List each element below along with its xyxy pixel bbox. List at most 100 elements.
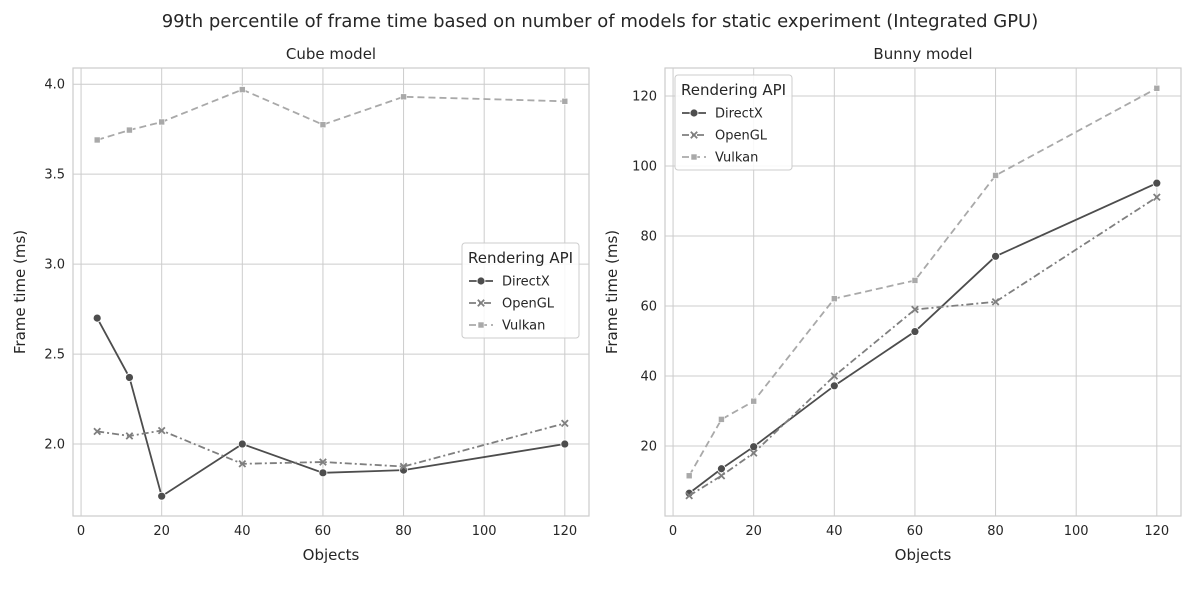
x-tick-label: 100	[472, 524, 497, 539]
data-point	[319, 458, 327, 466]
y-tick-label: 100	[632, 160, 657, 175]
series-line	[688, 196, 1158, 497]
data-point	[400, 93, 407, 101]
data-point	[685, 472, 693, 480]
data-point	[561, 97, 569, 105]
data-point	[718, 416, 725, 423]
legend-marker	[476, 276, 486, 286]
plot-1: 0 20 40 60 80 100 120 2.0 2.5 3.0 3.5 4.0 Cube model…	[11, 45, 590, 564]
data-point	[685, 491, 694, 500]
x-tick-label: 20	[153, 524, 170, 539]
data-point	[1153, 85, 1161, 92]
legend-marker	[689, 108, 699, 118]
legend-label: Vulkan	[715, 151, 758, 166]
x-tick-label: 120	[552, 524, 577, 539]
y-tick-label: 60	[640, 300, 657, 315]
x-axis-label: Objects	[895, 546, 952, 564]
y-axis-label: Frame time (ms)	[603, 230, 621, 354]
legend-marker	[477, 321, 485, 329]
x-tick-label: 120	[1144, 524, 1169, 539]
data-point	[991, 251, 1000, 261]
y-tick-label: 40	[640, 370, 657, 385]
data-point	[992, 172, 999, 179]
plot-frame	[72, 67, 590, 517]
x-axis-label: Objects	[303, 546, 360, 564]
data-point	[92, 313, 102, 323]
data-point	[831, 295, 838, 302]
plot-2: 0 20 40 60 80 100 120 20 40 60 80 100 120 Bunny model…	[603, 45, 1182, 564]
x-tick-label: 100	[1064, 524, 1089, 539]
data-point	[560, 419, 569, 428]
series-opengl	[93, 419, 569, 471]
data-point	[910, 327, 920, 336]
y-tick-label: 80	[640, 230, 657, 245]
data-point	[1152, 178, 1162, 188]
data-point	[829, 381, 839, 391]
data-point	[318, 468, 328, 478]
series-opengl	[685, 193, 1161, 500]
data-point	[238, 459, 247, 468]
x-tick-label: 60	[907, 524, 924, 539]
x-tick-label: 0	[669, 524, 677, 539]
series-line	[96, 88, 565, 141]
legend-label: DirectX	[502, 275, 550, 290]
legend-label: OpenGL	[715, 129, 768, 144]
legend-marker	[477, 299, 485, 307]
y-tick-label: 4.0	[44, 78, 65, 93]
series-line	[97, 422, 566, 468]
data-point	[399, 462, 408, 471]
series-vulkan	[93, 86, 569, 144]
data-point	[911, 277, 919, 284]
data-point	[717, 471, 726, 480]
data-point	[319, 121, 327, 128]
data-point	[830, 372, 839, 380]
legend-label: DirectX	[715, 107, 763, 122]
series-directx	[684, 178, 1162, 498]
series-line	[96, 317, 565, 498]
data-point	[239, 86, 246, 93]
x-tick-label: 20	[745, 524, 762, 539]
data-point	[157, 426, 166, 435]
data-point	[991, 297, 1000, 306]
data-point	[125, 373, 134, 382]
data-point	[911, 305, 919, 314]
y-tick-label: 20	[640, 440, 657, 455]
figure-title: 99th percentile of frame time based on n…	[162, 11, 1039, 32]
legend: Rendering API DirectX OpenGL Vulkan	[674, 74, 793, 171]
legend: Rendering API DirectX OpenGL Vulkan	[461, 242, 580, 339]
data-point	[93, 136, 101, 144]
data-point	[93, 427, 102, 436]
legend-marker	[690, 131, 698, 139]
data-point	[749, 449, 758, 457]
data-point	[560, 439, 570, 449]
y-tick-label: 120	[632, 90, 657, 105]
x-tick-label: 80	[987, 524, 1004, 539]
legend-title: Rendering API	[681, 81, 786, 99]
legend-marker	[690, 153, 698, 161]
y-tick-label: 3.5	[44, 168, 65, 183]
legend-label: OpenGL	[502, 297, 555, 312]
x-tick-label: 40	[826, 524, 843, 539]
data-point	[237, 439, 247, 449]
x-tick-label: 60	[315, 524, 332, 539]
x-tick-label: 40	[234, 524, 251, 539]
plot-frame	[664, 67, 1182, 517]
plot-title: Cube model	[286, 45, 376, 63]
data-point	[158, 118, 165, 126]
x-tick-label: 80	[395, 524, 412, 539]
data-point	[1152, 193, 1161, 201]
y-tick-label: 2.0	[44, 438, 65, 453]
data-point	[750, 397, 757, 405]
x-tick-label: 0	[77, 524, 85, 539]
y-tick-label: 2.5	[44, 348, 65, 363]
legend-box	[461, 242, 580, 339]
legend-box	[674, 74, 793, 171]
legend-label: Vulkan	[502, 319, 545, 334]
y-axis-label: Frame time (ms)	[11, 230, 29, 354]
data-point	[157, 491, 167, 501]
data-point	[717, 464, 726, 474]
legend-title: Rendering API	[468, 249, 573, 267]
series-vulkan	[685, 85, 1161, 480]
data-point	[749, 442, 759, 452]
